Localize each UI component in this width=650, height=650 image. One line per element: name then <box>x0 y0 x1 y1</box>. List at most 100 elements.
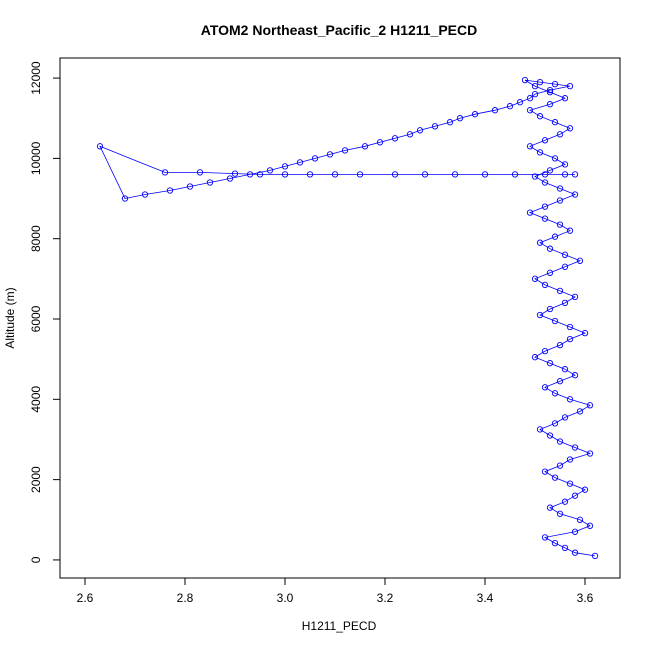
data-point <box>421 171 429 178</box>
data-point <box>556 438 564 445</box>
data-point <box>281 171 289 178</box>
data-point <box>556 197 564 204</box>
data-point <box>546 167 554 174</box>
data-point <box>246 171 254 178</box>
data-point <box>166 187 174 194</box>
data-point <box>541 203 549 210</box>
data-point <box>121 195 129 202</box>
data-point <box>226 175 234 182</box>
data-point <box>551 119 559 126</box>
data-point <box>586 522 594 529</box>
x-tick-label: 3.4 <box>477 591 494 605</box>
data-point <box>186 183 194 190</box>
y-tick-label: 0 <box>29 556 43 563</box>
data-point <box>536 239 544 246</box>
data-point <box>541 347 549 355</box>
data-point <box>591 552 599 560</box>
data-point <box>446 119 454 126</box>
data-point <box>536 113 544 120</box>
data-point <box>566 335 574 343</box>
data-point <box>541 215 549 222</box>
data-point <box>311 155 319 162</box>
data-point <box>576 516 584 523</box>
data-point <box>546 86 554 94</box>
data-point <box>561 263 569 270</box>
data-point <box>541 281 549 289</box>
data-point <box>566 480 574 487</box>
data-point <box>326 151 334 158</box>
data-point <box>526 209 534 216</box>
data-point <box>561 414 569 421</box>
data-point <box>571 293 579 301</box>
data-point <box>551 539 559 547</box>
data-point <box>571 191 579 198</box>
data-point <box>561 161 569 168</box>
data-point <box>541 179 549 186</box>
data-series <box>96 76 599 560</box>
data-point <box>571 444 579 451</box>
y-tick-label: 12000 <box>29 61 43 95</box>
data-point <box>141 191 149 198</box>
data-point <box>471 111 479 118</box>
data-point <box>256 171 264 178</box>
data-point <box>551 80 559 88</box>
data-point <box>546 504 554 511</box>
data-point <box>481 171 489 178</box>
data-point <box>96 143 104 150</box>
data-point <box>546 360 554 367</box>
data-point <box>196 169 204 176</box>
data-point <box>361 143 369 150</box>
data-point <box>566 125 574 132</box>
data-point <box>266 167 274 174</box>
data-point <box>556 341 564 349</box>
data-point <box>541 534 549 541</box>
data-point <box>566 456 574 463</box>
data-point <box>341 147 349 154</box>
data-point <box>571 492 579 499</box>
data-point <box>526 107 534 114</box>
chart-title: ATOM2 Northeast_Pacific_2 H1211_PECD <box>201 22 478 38</box>
data-point <box>561 498 569 505</box>
data-point <box>576 257 584 264</box>
data-point <box>556 185 564 192</box>
data-point <box>551 390 559 397</box>
data-point <box>551 474 559 481</box>
data-point <box>306 171 314 178</box>
data-point <box>546 88 554 96</box>
data-point <box>566 82 574 90</box>
data-point <box>391 171 399 178</box>
data-point <box>561 171 569 178</box>
data-point <box>561 95 569 102</box>
data-point <box>551 155 559 162</box>
data-point <box>536 78 544 86</box>
data-point <box>456 115 464 122</box>
data-point <box>206 179 214 186</box>
data-point <box>586 402 594 409</box>
x-tick-label: 3.2 <box>377 591 394 605</box>
data-point <box>536 311 544 319</box>
y-tick-label: 4000 <box>29 386 43 413</box>
data-point <box>451 171 459 178</box>
data-point <box>556 378 564 385</box>
data-point <box>391 135 399 142</box>
x-tick-label: 2.6 <box>77 591 94 605</box>
data-point <box>556 287 564 295</box>
data-point <box>416 127 424 134</box>
data-point <box>161 169 169 176</box>
data-point <box>546 305 554 313</box>
data-point <box>536 149 544 156</box>
data-point <box>556 221 564 228</box>
data-point <box>556 462 564 469</box>
series-line <box>99 79 596 557</box>
data-point <box>541 468 549 475</box>
data-point <box>566 227 574 234</box>
data-point <box>296 159 304 166</box>
data-point <box>566 396 574 403</box>
data-point <box>531 82 539 90</box>
data-point <box>561 544 569 552</box>
data-point <box>571 372 579 379</box>
data-point <box>546 245 554 252</box>
data-point <box>526 95 534 102</box>
y-tick-label: 6000 <box>29 305 43 332</box>
